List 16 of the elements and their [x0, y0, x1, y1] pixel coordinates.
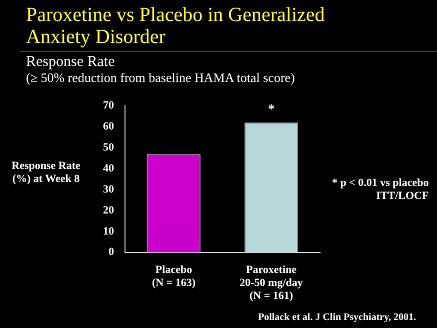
- y-tick-label: 40: [103, 162, 114, 174]
- y-tick-label: 70: [103, 99, 114, 112]
- text: Pollack et al. J Clin Psychiatry, 2001.: [258, 312, 416, 323]
- chart-title: Paroxetine vs Placebo in Generalized Anxiety Disorder: [26, 4, 326, 48]
- chart-subtitle: Response Rate (≥ 50% reduction from baseline HAMA total score): [26, 54, 295, 85]
- y-tick-label: 50: [103, 141, 114, 154]
- x-tick-label: Paroxetine 20-50 mg/day (N = 161): [240, 264, 304, 302]
- y-tick-label: 30: [103, 183, 114, 196]
- text: * p < 0.01 vs placebo ITT/LOCF: [332, 177, 429, 203]
- annotation: *: [268, 101, 274, 116]
- y-tick-label: 10: [103, 225, 114, 238]
- x-tick-label: Placebo (N = 163): [152, 264, 196, 290]
- y-axis-title: Response Rate (%) at Week 8: [10, 160, 82, 186]
- y-tick-label: 0: [108, 246, 114, 258]
- y-tick-label: 60: [103, 120, 114, 132]
- y-tick-label: 20: [103, 204, 114, 216]
